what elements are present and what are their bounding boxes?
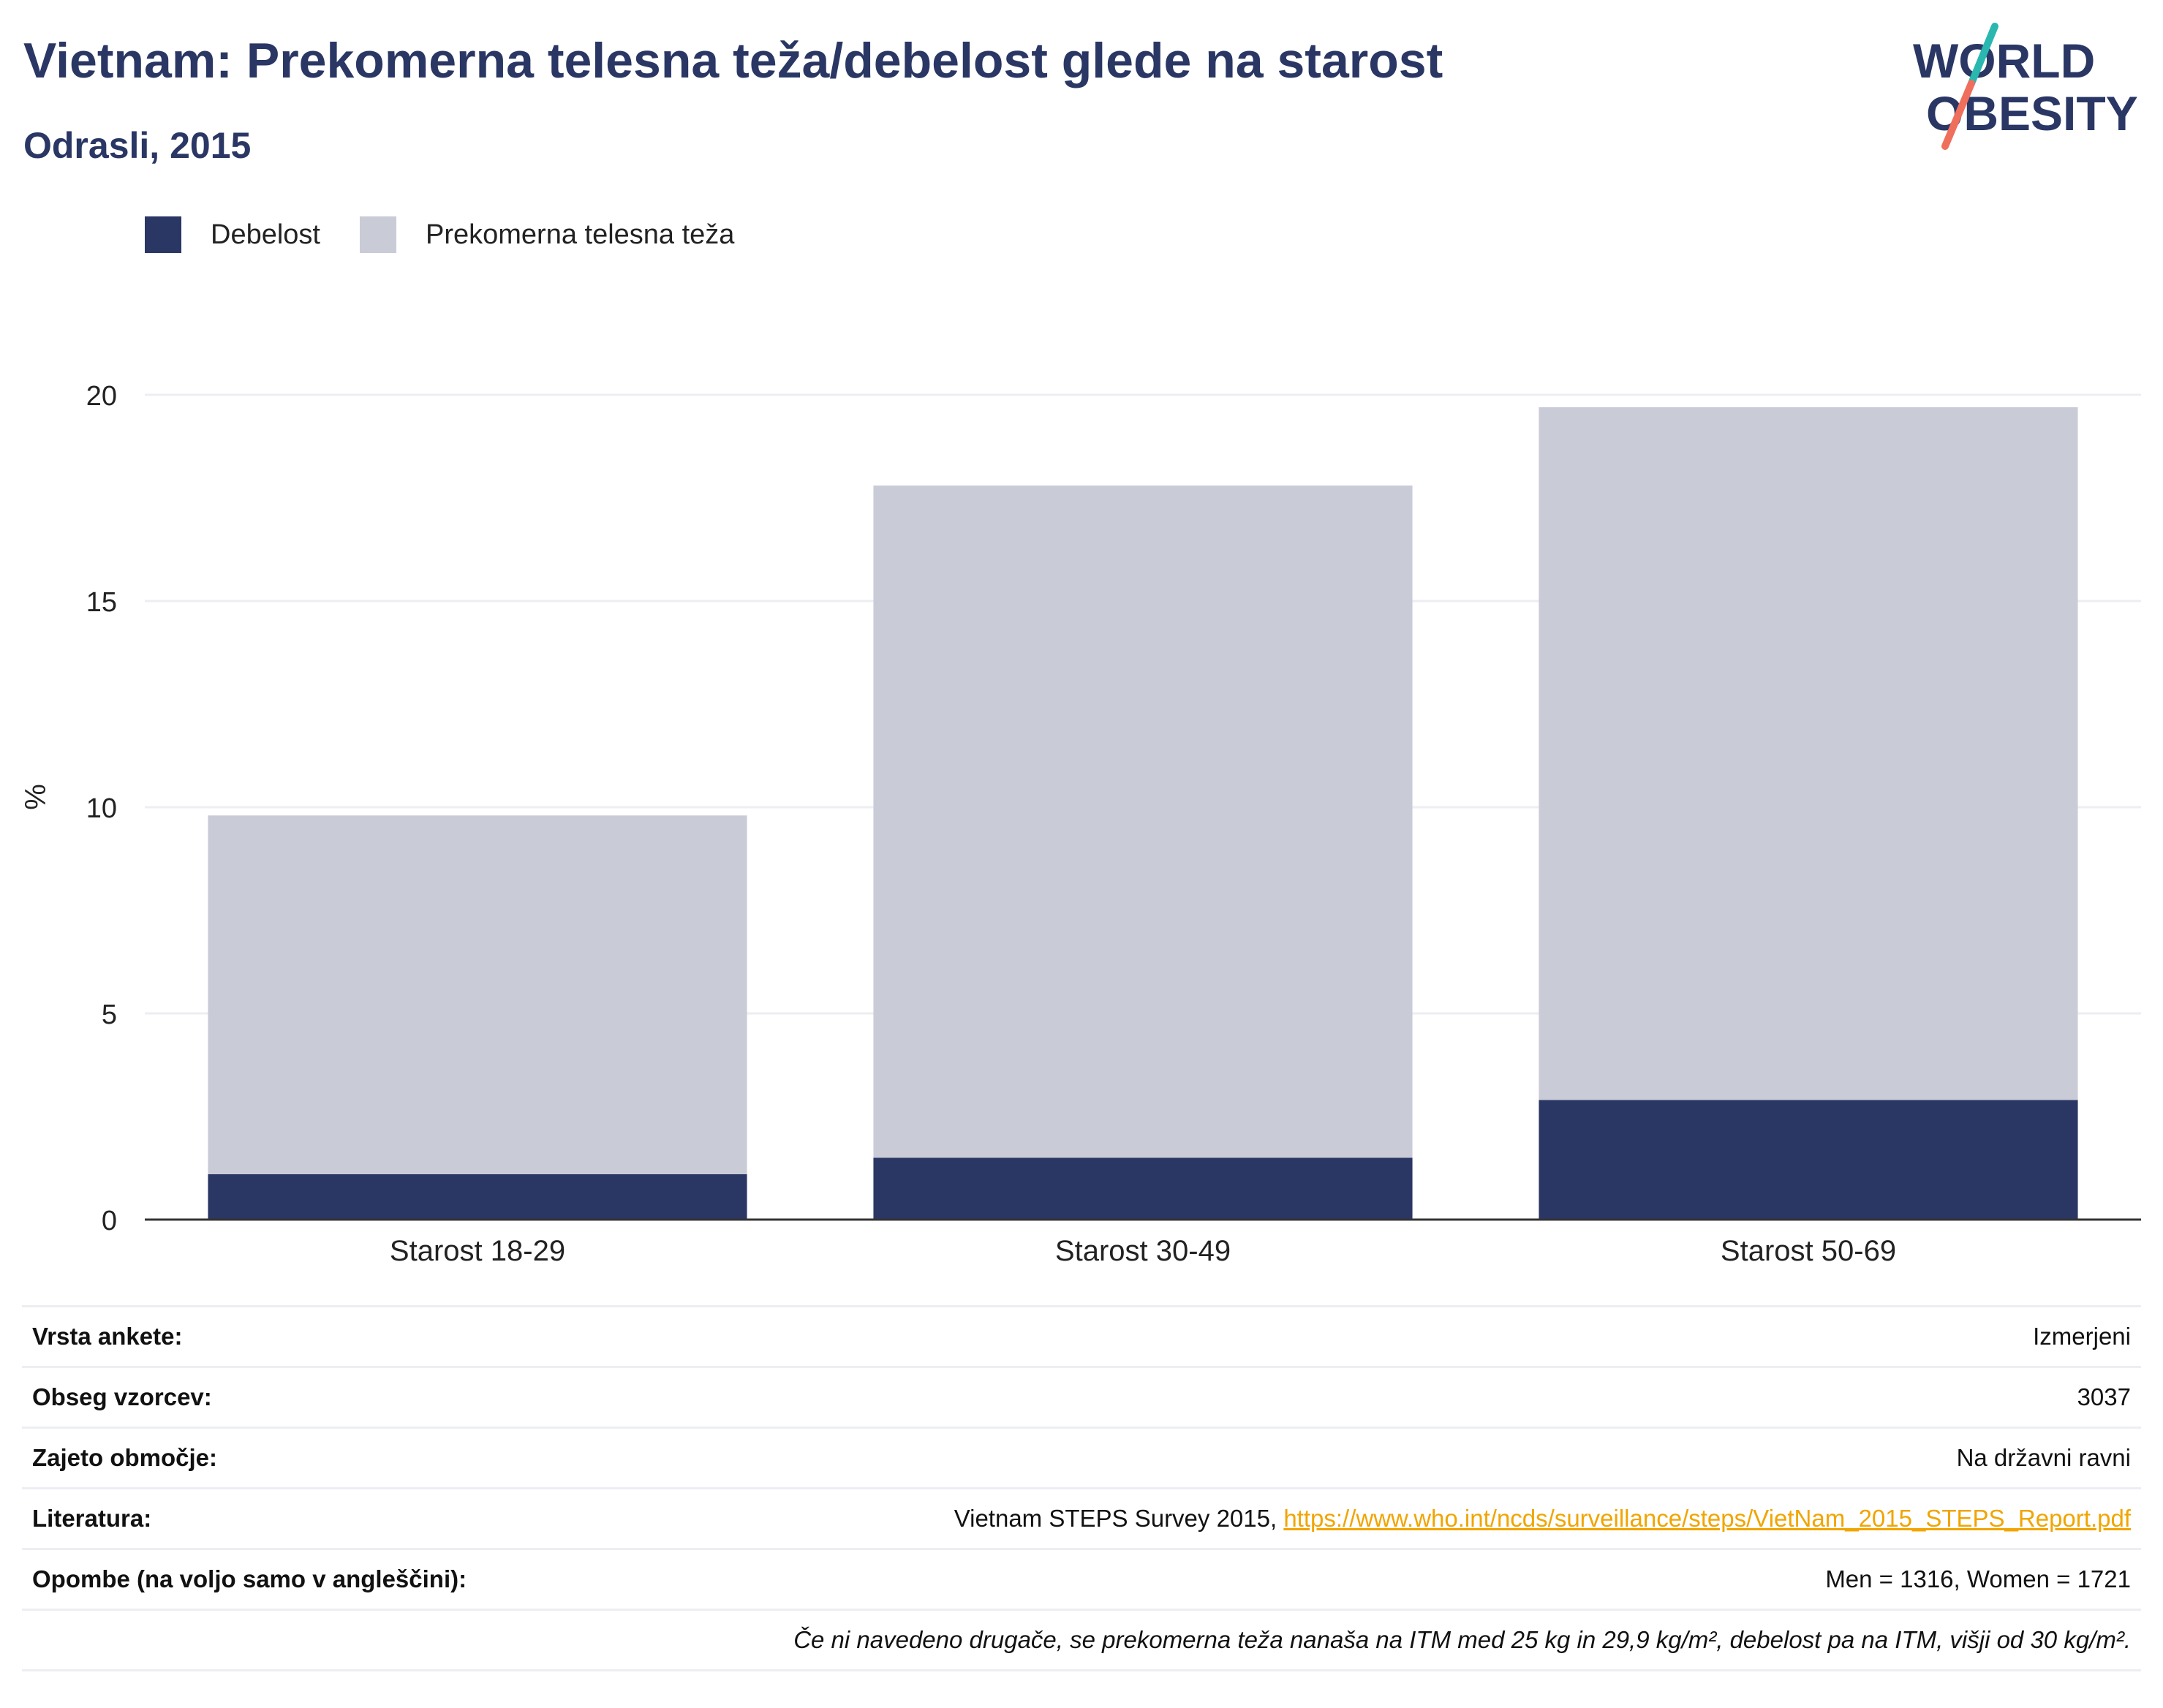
info-value: Vietnam STEPS Survey 2015, https://www.w… [605,1487,2141,1549]
info-row-sample-size: Obseg vzorcev: 3037 [22,1366,2141,1428]
legend-label-prekomerna: Prekomerna telesna teža [425,219,735,250]
x-tick-label: Starost 50-69 [1721,1235,1896,1267]
info-value: Na državni ravni [605,1427,2141,1489]
info-row-survey-type: Vrsta ankete: Izmerjeni [22,1305,2141,1367]
info-key: Obseg vzorcev: [22,1366,605,1428]
y-tick-label: 10 [86,793,117,824]
y-tick-labels: 0 5 10 15 20 [86,381,117,1236]
page-title: Vietnam: Prekomerna telesna teža/debelos… [23,33,1443,88]
survey-info-table: Vrsta ankete: Izmerjeni Obseg vzorcev: 3… [22,1305,2141,1671]
bar-segment-prekomerna-2 [873,485,1413,1158]
legend-swatch-prekomerna [359,216,396,253]
info-key: Literatura: [22,1487,605,1549]
y-tick-label: 20 [86,381,117,412]
info-key: Zajeto območje: [22,1427,605,1489]
reference-text: Vietnam STEPS Survey 2015, [954,1505,1284,1532]
y-tick-label: 0 [102,1206,117,1236]
legend-label-debelost: Debelost [211,219,320,250]
bar-segment-debelost-1 [208,1174,747,1220]
bar-segment-debelost-3 [1539,1100,2078,1220]
chart-legend: Debelost Prekomerna telesna teža [145,216,774,253]
chart-bars [208,407,2078,1220]
info-value: Izmerjeni [605,1305,2141,1367]
world-obesity-logo: WORLD OBESITY [1913,23,2138,150]
info-row-area-covered: Zajeto območje: Na državni ravni [22,1427,2141,1489]
bar-segment-prekomerna-3 [1539,407,2078,1100]
info-key: Opombe (na voljo samo v angleščini): [22,1548,605,1610]
info-key: Vrsta ankete: [22,1305,605,1367]
footnote: Če ni navedeno drugače, se prekomerna te… [22,1609,2141,1671]
logo-word-world: WORLD [1913,34,2095,88]
info-value: 3037 [605,1366,2141,1428]
legend-swatch-debelost [145,216,181,253]
x-tick-label: Starost 18-29 [390,1235,565,1267]
page-subtitle: Odrasli, 2015 [23,125,252,166]
info-row-notes: Opombe (na voljo samo v angleščini): Men… [22,1548,2141,1610]
info-value: Men = 1316, Women = 1721 [605,1548,2141,1610]
reference-link[interactable]: https://www.who.int/ncds/surveillance/st… [1283,1505,2131,1532]
info-row-footnote: Če ni navedeno drugače, se prekomerna te… [22,1609,2141,1671]
x-tick-label: Starost 30-49 [1055,1235,1231,1267]
x-tick-labels: Starost 18-29 Starost 30-49 Starost 50-69 [390,1235,1896,1267]
y-axis-label: % [20,784,52,810]
logo-slash-teal [1968,23,1998,87]
bar-segment-debelost-2 [873,1157,1413,1220]
y-tick-label: 15 [86,587,117,618]
info-row-references: Literatura: Vietnam STEPS Survey 2015, h… [22,1487,2141,1549]
y-tick-label: 5 [102,1000,117,1030]
logo-slash-coral [1941,80,1975,150]
bar-segment-prekomerna-1 [208,815,747,1174]
